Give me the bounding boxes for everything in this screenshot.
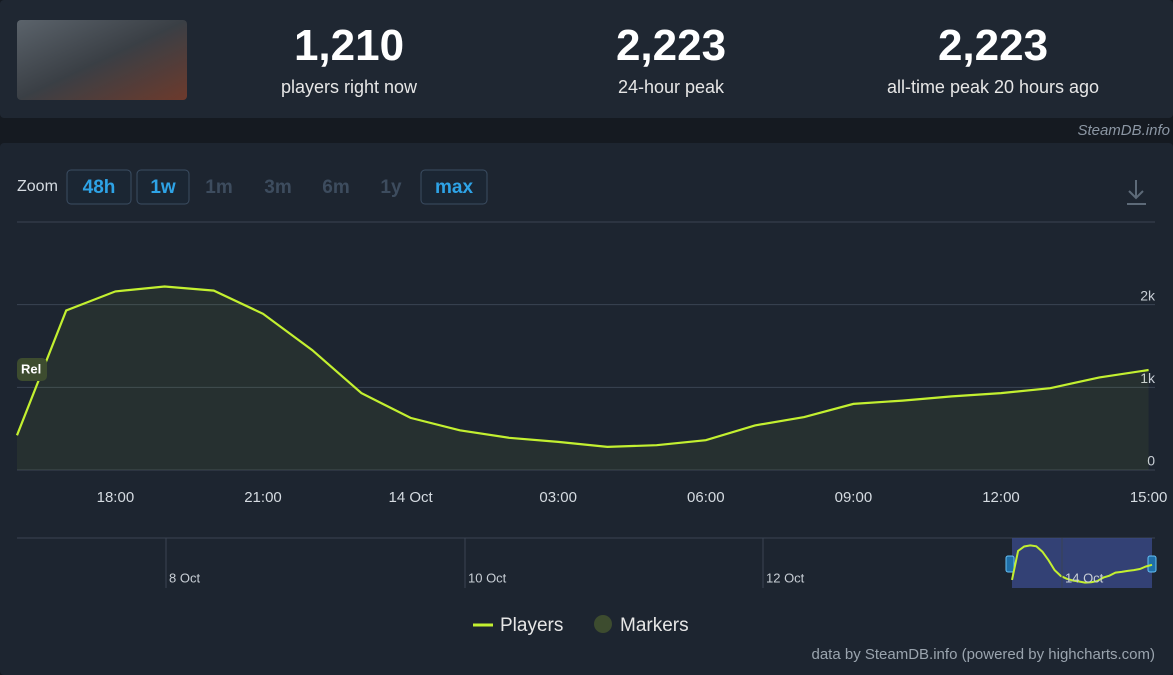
- x-tick-label: 21:00: [244, 489, 282, 506]
- zoom-option: 1y: [380, 177, 402, 198]
- download-icon[interactable]: [1127, 180, 1146, 205]
- x-tick-label: 12:00: [982, 489, 1020, 506]
- stat: 2,223 all-time peak 20 hours ago: [843, 20, 1143, 99]
- stat-value: 2,223: [937, 21, 1049, 70]
- annotation-box[interactable]: [17, 358, 47, 381]
- zoom-option: 1m: [205, 177, 232, 198]
- source-label: SteamDB.info: [1077, 122, 1170, 139]
- y-tick-label: 0: [1147, 453, 1155, 469]
- navigator-label: 12 Oct: [766, 570, 805, 585]
- game-thumbnail[interactable]: [17, 20, 187, 100]
- zoom-option[interactable]: 48h: [83, 177, 116, 198]
- zoom-button[interactable]: [66, 169, 132, 205]
- y-tick-label: 1k: [1140, 370, 1156, 386]
- stat: 2,223 24-hour peak: [521, 20, 821, 99]
- x-tick-label: 09:00: [835, 489, 873, 506]
- navigator-handle[interactable]: [1147, 555, 1157, 573]
- zoom-option[interactable]: 1w: [150, 177, 176, 198]
- area: [17, 286, 1149, 470]
- y-tick-label: 2k: [1140, 287, 1156, 303]
- legend-label[interactable]: Players: [500, 615, 563, 636]
- stat-label: 24-hour peak: [617, 77, 725, 97]
- x-tick-label: 15:00: [1130, 489, 1168, 506]
- stat-value: 2,223: [615, 21, 727, 70]
- navigator-label: 14 Oct: [1065, 570, 1104, 585]
- legend-label[interactable]: Markers: [620, 615, 689, 636]
- zoom-button[interactable]: [136, 169, 190, 205]
- zoom-option: 6m: [322, 177, 349, 198]
- navigator-label: 10 Oct: [468, 570, 507, 585]
- legend-swatch: [594, 615, 612, 633]
- x-tick-label: 14 Oct: [389, 489, 434, 506]
- line: [15, 285, 1149, 449]
- x-tick-label: 18:00: [97, 489, 135, 506]
- zoom-button[interactable]: [420, 169, 488, 205]
- x-tick-label: 06:00: [687, 489, 725, 506]
- stat: 1,210 players right now: [199, 20, 499, 99]
- zoom-option[interactable]: max: [435, 177, 473, 198]
- credit: data by SteamDB.info (powered by highcha…: [812, 646, 1156, 663]
- chart-panel: [0, 143, 1173, 675]
- navigator-line: [1011, 544, 1153, 584]
- stat-label: all-time peak 20 hours ago: [886, 77, 1100, 97]
- navigator-handle[interactable]: [1005, 555, 1015, 573]
- x-tick-label: 03:00: [539, 489, 577, 506]
- stat-label: players right now: [280, 77, 418, 97]
- annotation[interactable]: Rel: [21, 361, 41, 376]
- stat-value: 1,210: [293, 21, 405, 70]
- zoom-label: Zoom: [17, 178, 58, 195]
- header-panel: [0, 0, 1173, 118]
- zoom-option: 3m: [264, 177, 291, 198]
- navigator-label: 8 Oct: [169, 570, 200, 585]
